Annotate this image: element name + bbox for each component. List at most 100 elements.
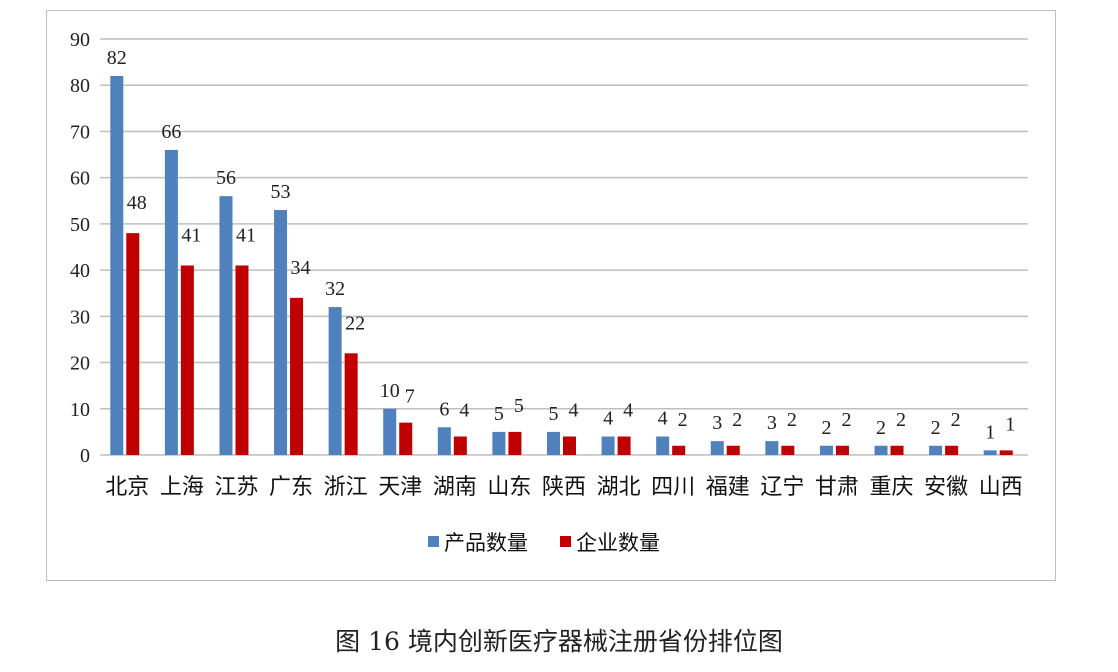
data-label: 53 [271, 181, 291, 203]
bar-products [929, 445, 943, 455]
legend-swatch [560, 536, 571, 547]
bar-companies [999, 450, 1013, 455]
bar-companies [945, 445, 959, 455]
x-tick-label: 甘肃 [815, 475, 859, 500]
bar-companies [235, 265, 249, 455]
chart-frame [46, 10, 1056, 581]
data-label: 1 [985, 421, 995, 443]
x-tick-label: 天津 [378, 475, 422, 500]
data-label: 10 [380, 380, 400, 402]
data-label: 4 [569, 400, 579, 422]
bar-companies [399, 422, 413, 455]
bar-products [819, 445, 833, 455]
data-label: 3 [712, 412, 722, 434]
data-label: 41 [181, 224, 201, 246]
data-label: 2 [821, 417, 831, 439]
data-label: 2 [678, 409, 688, 431]
bar-products [383, 408, 397, 455]
x-tick-label: 陕西 [542, 475, 586, 500]
x-tick-label: 山西 [979, 475, 1023, 500]
bar-companies [508, 431, 522, 455]
bar-products [983, 450, 997, 455]
x-tick-label: 重庆 [870, 475, 914, 500]
y-tick-label: 20 [70, 353, 90, 375]
x-tick-label: 福建 [706, 475, 750, 500]
data-label: 7 [405, 386, 415, 408]
data-label: 2 [896, 409, 906, 431]
data-label: 4 [459, 400, 469, 422]
bar-products [437, 427, 451, 455]
x-tick-label: 湖北 [597, 475, 641, 500]
x-tick-label: 江苏 [214, 475, 258, 500]
y-tick-label: 0 [80, 445, 90, 467]
bar-products [164, 149, 178, 455]
bar-companies [180, 265, 194, 455]
x-tick-label: 山东 [487, 475, 531, 500]
data-label: 4 [603, 408, 613, 430]
x-tick-label: 北京 [105, 475, 149, 500]
bar-companies [453, 436, 467, 455]
bar-companies [672, 445, 686, 455]
bar-products [492, 431, 506, 455]
data-label: 2 [931, 417, 941, 439]
data-label: 5 [494, 403, 504, 425]
data-label: 56 [216, 167, 236, 189]
x-tick-label: 上海 [160, 475, 204, 500]
bar-products [601, 436, 615, 455]
bar-products [874, 445, 888, 455]
x-tick-label: 四川 [651, 475, 695, 500]
x-tick-label: 浙江 [324, 475, 368, 500]
legend-label: 企业数量 [576, 531, 660, 555]
bar-products [656, 436, 670, 455]
data-label: 2 [732, 409, 742, 431]
data-label: 22 [345, 312, 365, 334]
data-label: 34 [291, 257, 311, 279]
y-tick-label: 40 [70, 260, 90, 282]
data-label: 6 [439, 398, 449, 420]
y-tick-label: 30 [70, 306, 90, 328]
y-tick-label: 70 [70, 121, 90, 143]
bar-companies [290, 297, 304, 455]
data-label: 66 [161, 121, 181, 143]
data-label: 32 [325, 278, 345, 300]
bar-companies [126, 233, 140, 455]
data-label: 48 [127, 192, 147, 214]
x-tick-label: 湖南 [433, 475, 477, 500]
data-label: 2 [951, 409, 961, 431]
bar-products [328, 307, 342, 455]
data-label: 82 [107, 47, 127, 69]
data-label: 3 [767, 412, 777, 434]
data-label: 1 [1005, 413, 1015, 435]
data-label: 5 [514, 395, 524, 417]
bar-products [274, 210, 288, 455]
x-tick-label: 安徽 [924, 475, 968, 500]
data-label: 41 [236, 224, 256, 246]
bar-companies [726, 445, 740, 455]
bar-chart: 0102030405060708090北京8248上海6641江苏5641广东5… [70, 29, 1028, 555]
data-label: 2 [841, 409, 851, 431]
data-label: 5 [549, 403, 559, 425]
data-label: 2 [876, 417, 886, 439]
y-tick-label: 10 [70, 399, 90, 421]
chart-caption: 图 16 境内创新医疗器械注册省份排位图 [335, 627, 783, 656]
y-tick-label: 60 [70, 168, 90, 190]
x-tick-label: 广东 [269, 475, 313, 500]
bar-products [710, 441, 724, 455]
y-tick-label: 80 [70, 75, 90, 97]
bar-products [219, 196, 233, 455]
x-tick-label: 辽宁 [760, 475, 804, 500]
bar-companies [563, 436, 576, 455]
bar-products [765, 441, 779, 455]
bar-companies [835, 445, 849, 455]
legend-swatch [428, 536, 439, 547]
data-label: 4 [623, 400, 633, 422]
bar-products [547, 431, 560, 455]
bar-products [110, 75, 124, 455]
bar-companies [344, 353, 358, 455]
bar-companies [781, 445, 795, 455]
y-tick-label: 90 [70, 29, 90, 51]
data-label: 4 [658, 408, 668, 430]
bar-companies [890, 445, 904, 455]
data-label: 2 [787, 409, 797, 431]
y-tick-label: 50 [70, 214, 90, 236]
